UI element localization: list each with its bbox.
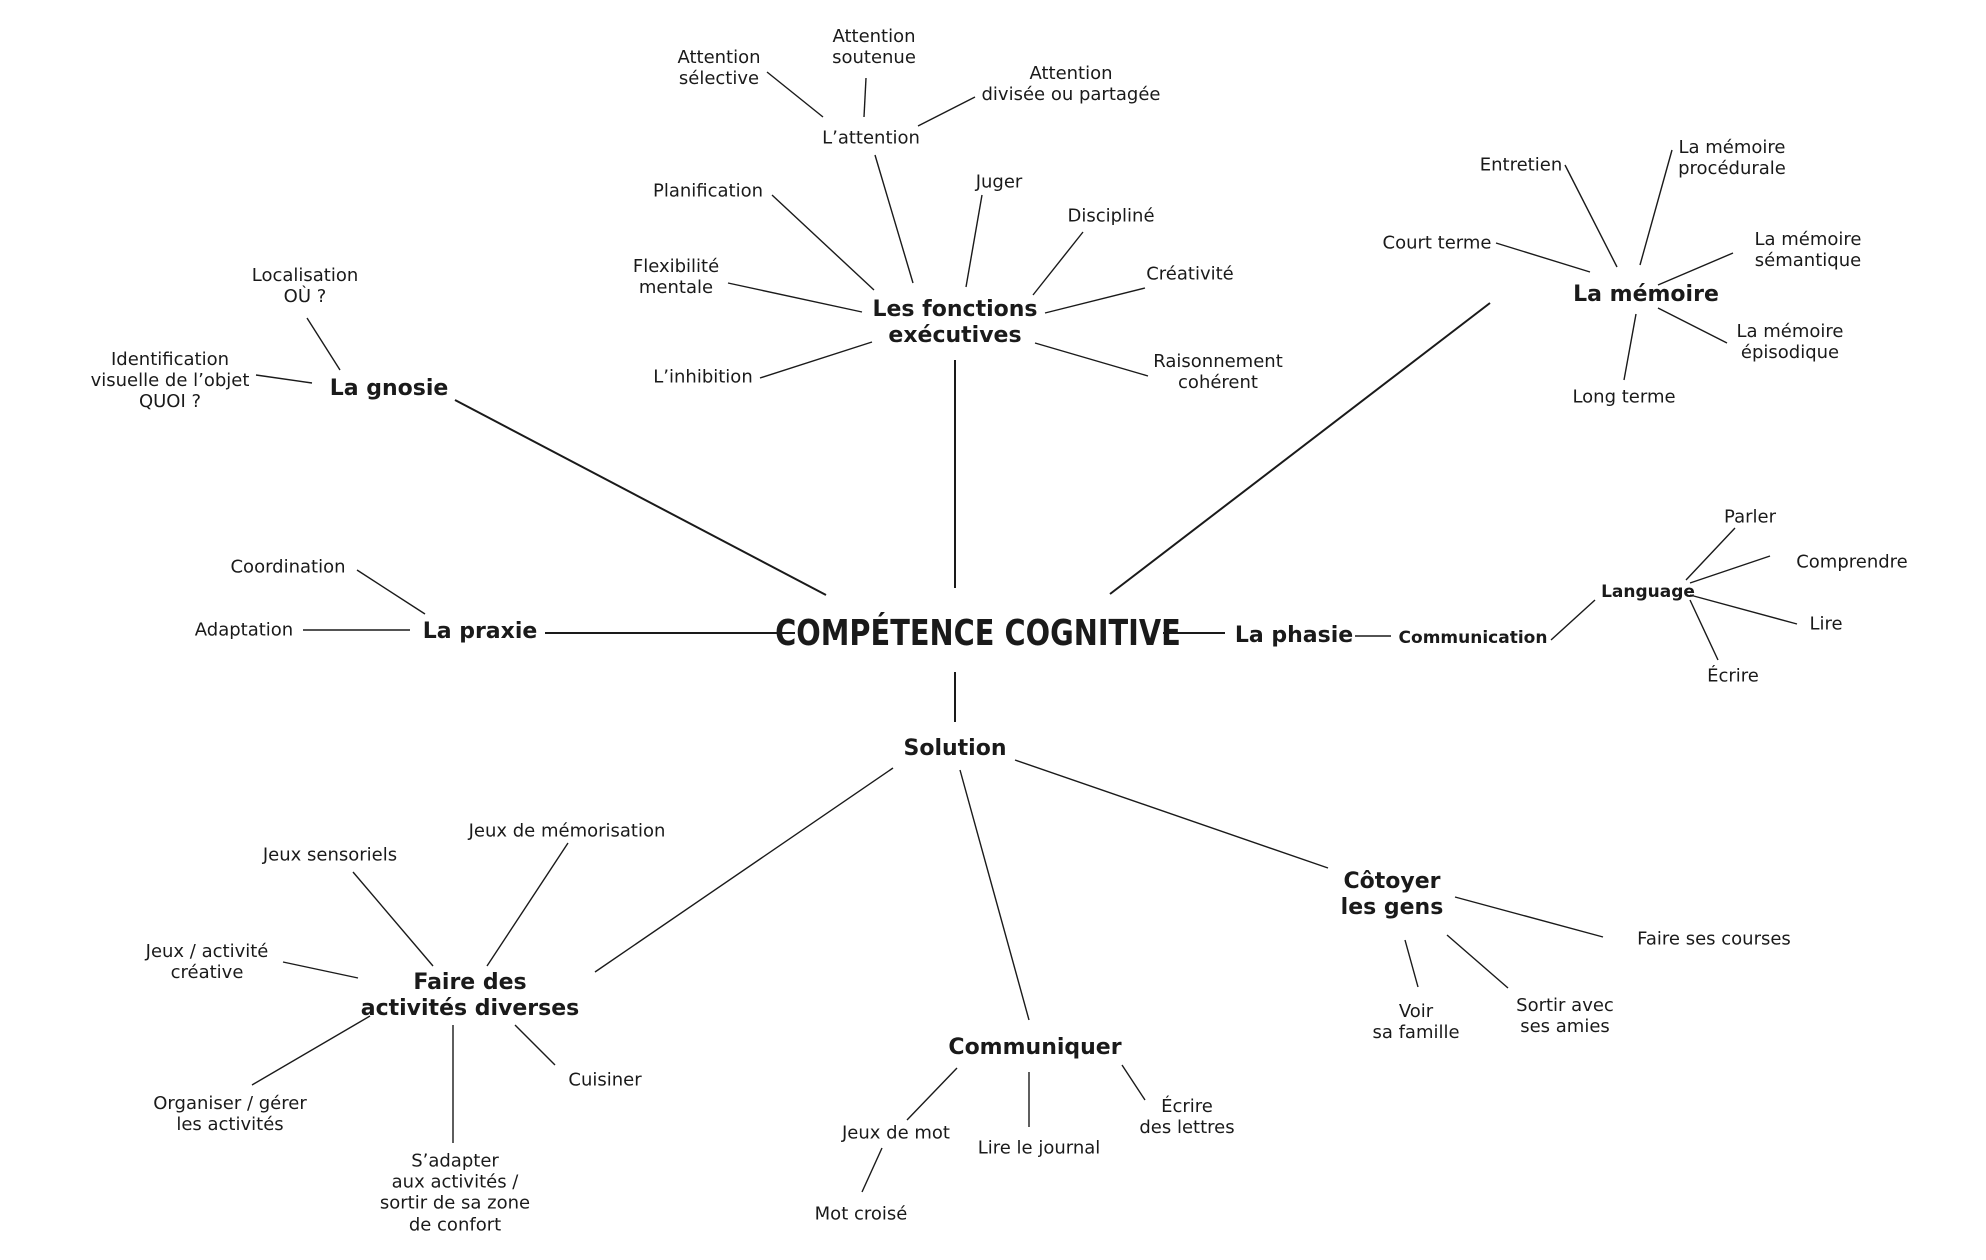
link-act-sensoriels [352,871,434,967]
node-cotoyer-gens: Côtoyer les gens [1340,869,1444,920]
leaf-juger: Juger [975,171,1023,193]
link-attention-divisee [917,96,976,127]
leaf-discipline: Discipliné [1067,205,1155,227]
link-language-lire [1689,594,1798,625]
leaf-creativite: Créativité [1146,263,1234,285]
link-language-ecrire [1689,599,1719,661]
link-cot-amies [1446,934,1509,989]
leaf-jeux-activite-creative: Jeux / activité créative [145,940,269,983]
leaf-memoire-semantique: La mémoire sémantique [1754,228,1862,271]
leaf-sadapter-activites: S’adapter aux activités / sortir de sa z… [379,1150,531,1236]
link-jeux-motcroise [861,1147,883,1193]
node-gnosie: La gnosie [329,376,449,402]
leaf-cuisiner: Cuisiner [568,1069,642,1091]
leaf-adaptation: Adaptation [194,619,294,641]
leaf-memoire-procedurale: La mémoire procédurale [1678,136,1786,179]
link-exec-creativite [1044,287,1146,314]
link-act-cuisiner [514,1024,556,1066]
leaf-raisonnement-coherent: Raisonnement cohérent [1153,350,1283,393]
leaf-comprendre: Comprendre [1796,551,1908,573]
link-act-memorisation [486,842,569,967]
link-memory-procedurale [1639,149,1673,266]
link-center-gnosie [454,399,827,596]
leaf-mot-croise: Mot croisé [814,1203,908,1225]
link-comm-jeux [906,1067,958,1121]
link-attention-selective [766,71,824,118]
node-attention: L’attention [822,127,920,149]
leaf-entretien: Entretien [1479,154,1563,176]
link-memory-episodique [1657,307,1728,344]
link-exec-discipline [1032,231,1084,296]
link-comm-lettres [1121,1064,1146,1101]
leaf-attention-divisee: Attention divisée ou partagée [981,62,1161,105]
link-exec-juger [965,194,983,288]
leaf-jeux-memorisation: Jeux de mémorisation [468,820,666,842]
leaf-ecrire-lettres: Écrire des lettres [1139,1095,1235,1138]
link-act-creative [282,961,359,979]
leaf-flexibilite-mentale: Flexibilité mentale [632,255,720,298]
leaf-sortir-amies: Sortir avec ses amies [1516,994,1614,1037]
link-exec-raisonnement [1034,342,1149,377]
leaf-jeux-sensoriels: Jeux sensoriels [262,844,398,866]
leaf-localisation: Localisation OÙ ? [251,264,359,307]
link-memory-entretien [1564,164,1618,268]
leaf-attention-selective: Attention sélective [677,46,761,89]
node-faire-activites: Faire des activités diverses [360,970,580,1021]
leaf-faire-courses: Faire ses courses [1637,928,1791,950]
node-language: Language [1601,581,1695,602]
node-praxie: La praxie [422,619,538,645]
leaf-coordination: Coordination [230,556,346,578]
leaf-planification: Planification [652,180,764,202]
leaf-attention-soutenue: Attention soutenue [832,25,916,68]
link-cot-courses [1454,896,1604,938]
leaf-lire-journal: Lire le journal [977,1137,1101,1159]
link-language-parler [1685,527,1736,581]
link-exec-planification [771,194,875,291]
link-memory-semantique [1657,252,1734,286]
leaf-parler: Parler [1724,506,1776,528]
link-solution-cotoyer [1014,759,1329,869]
central-topic: COMPÉTENCE COGNITIVE [775,612,1181,654]
leaf-organiser-activites: Organiser / gérer les activités [153,1092,307,1135]
link-attention-soutenue [863,77,867,118]
node-solution: Solution [903,736,1007,762]
leaf-memoire-episodique: La mémoire épisodique [1736,320,1844,363]
link-center-memory [1109,302,1491,595]
link-gnosie-identification [255,374,313,384]
link-gnosie-localisation [306,317,341,371]
leaf-ecrire: Écrire [1707,665,1759,687]
leaf-lire: Lire [1809,613,1843,635]
leaf-long-terme: Long terme [1572,386,1676,408]
link-memory-long [1623,313,1637,381]
link-solution-communiquer [959,769,1030,1021]
leaf-court-terme: Court terme [1382,232,1492,254]
link-communication-language [1550,599,1596,641]
leaf-inhibition: L’inhibition [653,366,753,388]
node-phasie: La phasie [1234,623,1354,649]
link-exec-attention [874,154,914,284]
link-memory-court [1495,242,1591,273]
node-communication: Communication [1398,627,1548,648]
node-memoire: La mémoire [1573,282,1719,308]
link-act-organiser [251,1015,371,1086]
link-exec-flexibilite [727,282,863,313]
link-exec-inhibition [759,341,873,379]
node-fonctions-executives: Les fonctions exécutives [872,297,1038,348]
link-cot-famille [1404,939,1419,988]
link-language-comprendre [1689,555,1771,584]
node-communiquer: Communiquer [948,1035,1122,1061]
link-praxie-coordination [356,569,426,615]
leaf-jeux-de-mot: Jeux de mot [842,1122,950,1144]
link-solution-activites [594,767,894,973]
leaf-voir-famille: Voir sa famille [1372,1000,1460,1043]
leaf-identification: Identification visuelle de l’objet QUOI … [90,349,250,413]
